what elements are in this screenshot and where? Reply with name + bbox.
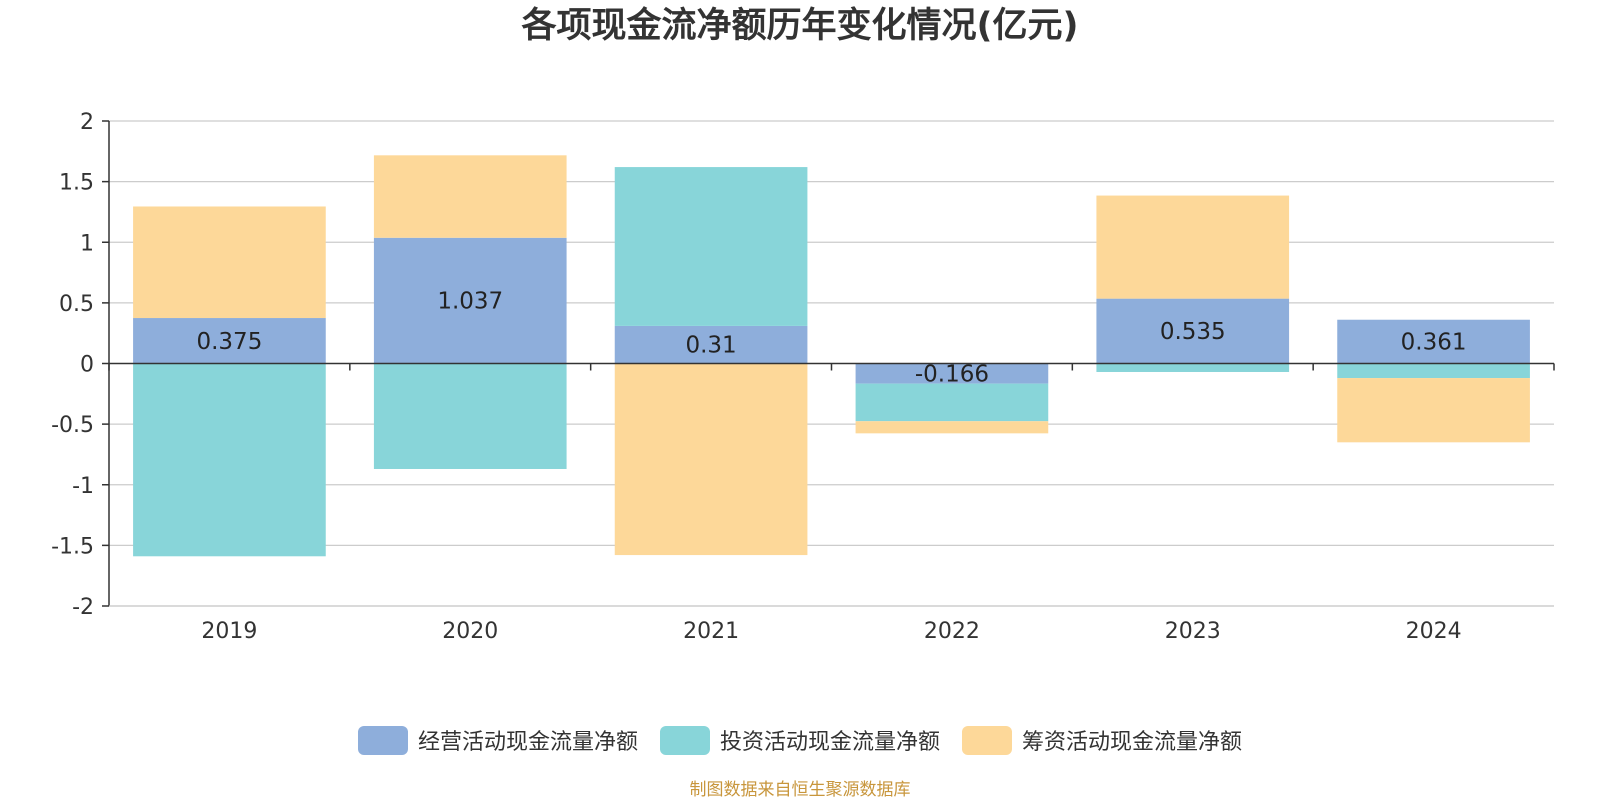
y-tick-label: -2 — [72, 595, 94, 620]
bars — [133, 155, 1530, 557]
bar-2020-series-2[interactable] — [373, 363, 567, 469]
data-label-2020: 1.037 — [437, 289, 503, 315]
bar-2019-series-3[interactable] — [133, 206, 326, 319]
legend-item-3[interactable]: 筹资活动现金流量净额 — [962, 724, 1242, 756]
bar-2022-series-1[interactable] — [855, 363, 1049, 384]
x-tick-label: 2020 — [442, 619, 498, 644]
y-tick-label: -1 — [72, 474, 94, 499]
y-tick-label: 1 — [80, 231, 94, 256]
bar-2021-series-3[interactable] — [614, 363, 808, 556]
bar-2019-series-2[interactable] — [133, 363, 326, 557]
bar-2021-series-1[interactable] — [614, 325, 808, 364]
bar-2023-series-3[interactable] — [1096, 195, 1290, 299]
bar-2023-series-2[interactable] — [1096, 363, 1290, 372]
data-label-2021: 0.31 — [685, 333, 736, 359]
y-tick-label: 0 — [80, 353, 94, 378]
data-label-2022: -0.166 — [915, 362, 989, 388]
source-note: 制图数据来自恒生聚源数据库 — [689, 780, 911, 800]
legend-swatch — [962, 725, 1012, 755]
bar-2019-series-1[interactable] — [133, 318, 326, 364]
y-tick-label: -1.5 — [51, 534, 94, 559]
bar-2021-series-2[interactable] — [614, 167, 808, 326]
y-tick-label: -0.5 — [51, 413, 94, 438]
x-tick-label: 2021 — [683, 619, 739, 644]
legend-label: 经营活动现金流量净额 — [417, 730, 638, 755]
bar-2022-series-3[interactable] — [855, 421, 1049, 434]
x-axis-labels: 2019 2020 2021 2022 2023 2024 — [201, 619, 1461, 644]
x-tick-label: 2024 — [1406, 619, 1462, 644]
legend-label: 投资活动现金流量净额 — [719, 730, 940, 755]
legend-item-1[interactable]: 经营活动现金流量净额 — [357, 724, 638, 756]
y-tick-label: 0.5 — [59, 292, 94, 317]
y-tick-label: 1.5 — [59, 171, 94, 196]
chart-plot: 2 1.5 1 0.5 0 -0.5 -1 -1.5 -2 0.375 1.037 0.31 -0.16… — [51, 110, 1555, 644]
y-tick-label: 2 — [80, 110, 94, 135]
y-axis-ticks: 2 1.5 1 0.5 0 -0.5 -1 -1.5 -2 — [51, 110, 109, 620]
x-tick-label: 2023 — [1165, 619, 1221, 644]
bar-2024-series-2[interactable] — [1337, 363, 1530, 379]
bar-2023-series-1[interactable] — [1096, 298, 1290, 364]
legend: 经营活动现金流量净额 投资活动现金流量净额 筹资活动现金流量净额 — [0, 722, 1600, 758]
data-label-2019: 0.375 — [196, 329, 262, 355]
bar-2022-series-2[interactable] — [855, 383, 1049, 422]
data-labels: 0.375 1.037 0.31 -0.166 0.535 0.361 — [196, 289, 1466, 388]
bar-2020-series-3[interactable] — [373, 155, 567, 238]
legend-item-2[interactable]: 投资活动现金流量净额 — [659, 724, 940, 756]
chart-title: 各项现金流净额历年变化情况(亿元) — [521, 6, 1079, 46]
legend-swatch — [659, 725, 710, 755]
x-tick-label: 2022 — [924, 619, 980, 644]
legend-swatch — [357, 725, 408, 755]
data-label-2024: 0.361 — [1401, 330, 1467, 356]
x-tick-label: 2019 — [201, 619, 257, 644]
bar-2020-series-1[interactable] — [373, 237, 567, 364]
legend-label: 筹资活动现金流量净额 — [1022, 730, 1243, 755]
bar-2024-series-1[interactable] — [1337, 319, 1530, 364]
x-axis-ticks — [108, 363, 1555, 371]
data-label-2023: 0.535 — [1160, 319, 1226, 345]
bar-2024-series-3[interactable] — [1337, 378, 1530, 443]
